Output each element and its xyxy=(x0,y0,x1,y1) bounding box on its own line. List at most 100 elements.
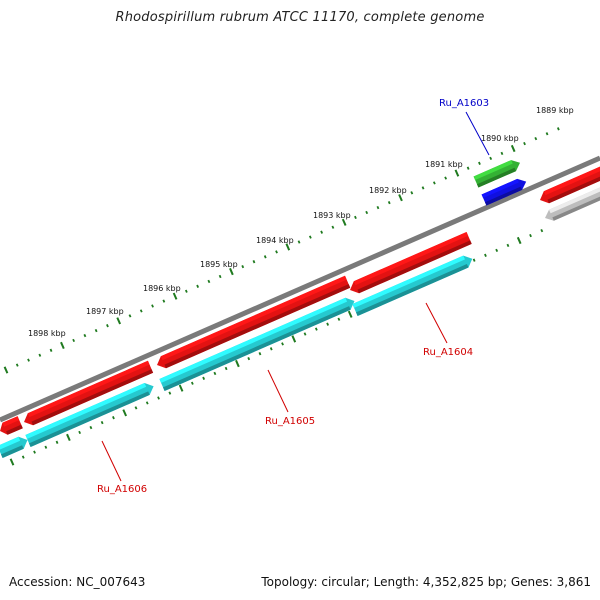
green-gene-feature[interactable] xyxy=(473,160,520,188)
minor-tick xyxy=(139,309,143,313)
minor-tick xyxy=(252,260,256,264)
red-cds-feature-shadow xyxy=(31,369,154,426)
minor-tick xyxy=(100,420,104,425)
grey-gene-feature-shadow xyxy=(552,196,600,221)
red-cds-feature-shadow xyxy=(164,284,351,369)
minor-tick xyxy=(207,279,211,284)
red-cds-feature-highlight xyxy=(160,275,347,361)
major-tick xyxy=(116,317,122,325)
kbp-label: 1896 kbp xyxy=(143,284,181,293)
grey-gene-feature[interactable] xyxy=(545,185,600,221)
kbp-label: 1893 kbp xyxy=(313,211,351,220)
gene-label-ru-a1606[interactable]: Ru_A1606 xyxy=(97,484,147,495)
blue-gene-feature[interactable] xyxy=(481,178,527,206)
minor-tick xyxy=(106,324,109,328)
minor-tick xyxy=(495,248,499,252)
gene-label-ru-a1603[interactable]: Ru_A1603 xyxy=(439,98,489,109)
minor-tick xyxy=(157,396,160,400)
minor-tick xyxy=(500,151,504,156)
cyan-cds-feature-highlight xyxy=(25,383,147,439)
minor-tick xyxy=(247,357,251,361)
outer-tick-track xyxy=(3,127,560,374)
minor-tick xyxy=(38,353,42,357)
cyan-cds-feature-shadow xyxy=(1,445,24,458)
minor-tick xyxy=(269,347,273,351)
minor-tick xyxy=(326,322,330,326)
feature-track xyxy=(0,160,600,458)
red-cds-feature[interactable] xyxy=(24,360,154,426)
accession-text: Accession: NC_007643 xyxy=(9,575,146,589)
cyan-cds-feature-shadow xyxy=(163,306,351,391)
minor-tick xyxy=(534,137,538,141)
map-title: Rhodospirillum rubrum ATCC 11170, comple… xyxy=(115,10,485,25)
genome-backbone xyxy=(0,155,600,423)
minor-tick xyxy=(168,391,172,395)
minor-tick xyxy=(55,440,59,444)
minor-tick xyxy=(365,210,369,215)
cyan-cds-feature-shadow xyxy=(356,264,469,316)
cyan-cds-feature[interactable] xyxy=(159,297,355,391)
major-tick xyxy=(454,169,460,177)
minor-tick xyxy=(241,265,245,269)
minor-tick xyxy=(258,352,262,356)
kbp-label: 1889 kbp xyxy=(536,106,574,115)
gene-label-ru-a1604[interactable]: Ru_A1604 xyxy=(423,347,473,358)
genome-summary-text: Topology: circular; Length: 4,352,825 bp… xyxy=(261,575,591,589)
minor-tick xyxy=(263,255,267,259)
gene-label-ru-a1605[interactable]: Ru_A1605 xyxy=(265,416,315,427)
minor-tick xyxy=(224,366,228,371)
red-cds-feature-shadow xyxy=(357,240,472,294)
callout-lines xyxy=(101,111,490,482)
minor-tick xyxy=(218,274,222,279)
minor-tick xyxy=(556,127,560,131)
minor-tick xyxy=(523,141,526,146)
kbp-label: 1890 kbp xyxy=(481,134,519,143)
red-cds-feature-highlight xyxy=(353,232,469,286)
minor-tick xyxy=(376,205,380,210)
minor-tick xyxy=(484,253,487,257)
minor-tick xyxy=(184,289,188,293)
red-cds-feature[interactable] xyxy=(540,166,600,204)
kbp-label: 1891 kbp xyxy=(425,160,463,169)
cyan-cds-feature[interactable] xyxy=(25,383,154,447)
minor-tick xyxy=(27,358,30,362)
kbp-label-group: 1889 kbp 1890 kbp 1891 kbp 1892 kbp 1893… xyxy=(28,106,574,338)
kbp-label: 1894 kbp xyxy=(256,236,294,245)
minor-tick xyxy=(213,371,217,376)
minor-tick xyxy=(489,156,493,160)
major-tick xyxy=(122,409,128,417)
minor-tick xyxy=(478,161,481,165)
minor-tick xyxy=(331,225,335,229)
minor-tick xyxy=(354,215,357,220)
red-cds-feature[interactable] xyxy=(157,275,351,369)
minor-tick xyxy=(33,450,36,454)
minor-tick xyxy=(78,430,82,435)
green-gene-feature-shadow xyxy=(477,167,516,188)
minor-tick xyxy=(314,327,318,331)
blue-gene-feature-highlight xyxy=(481,178,519,198)
major-tick xyxy=(235,359,240,368)
major-tick xyxy=(516,236,522,245)
minor-tick xyxy=(410,191,414,195)
minor-tick xyxy=(506,243,510,248)
cyan-cds-feature[interactable] xyxy=(0,436,28,458)
cyan-cds-feature[interactable] xyxy=(352,255,473,316)
cyan-cds-feature-highlight xyxy=(0,436,21,450)
major-tick xyxy=(285,243,291,251)
minor-tick xyxy=(49,348,53,352)
minor-tick xyxy=(540,229,544,233)
minor-tick xyxy=(15,363,19,367)
red-cds-feature[interactable] xyxy=(350,232,472,294)
minor-tick xyxy=(44,445,48,449)
minor-tick xyxy=(308,235,312,239)
major-tick xyxy=(229,267,234,276)
major-tick xyxy=(347,310,353,318)
minor-tick xyxy=(151,304,154,308)
cyan-cds-feature-highlight xyxy=(352,255,465,308)
red-cds-feature[interactable] xyxy=(0,416,23,435)
minor-tick xyxy=(72,338,76,343)
major-tick xyxy=(398,194,403,202)
major-tick xyxy=(9,458,15,466)
